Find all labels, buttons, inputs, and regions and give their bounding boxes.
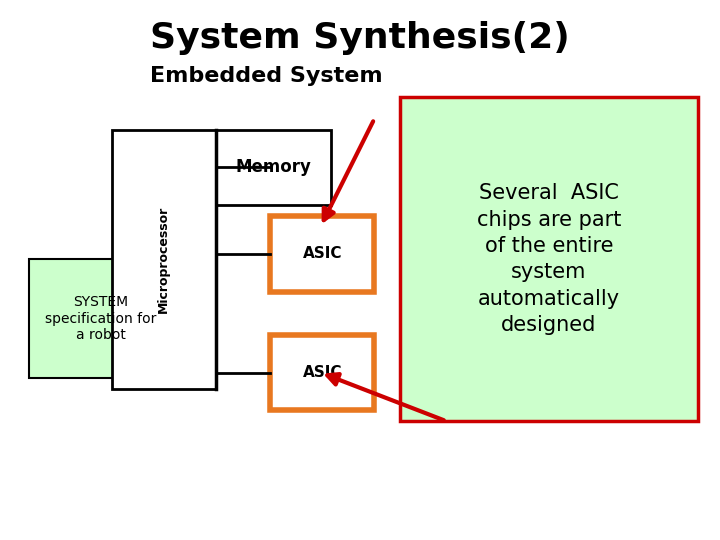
Text: SYSTEM
specification for
a robot: SYSTEM specification for a robot xyxy=(45,295,156,342)
Text: System Synthesis(2): System Synthesis(2) xyxy=(150,21,570,55)
Text: Microprocessor: Microprocessor xyxy=(157,206,171,313)
FancyBboxPatch shape xyxy=(270,335,374,410)
FancyBboxPatch shape xyxy=(400,97,698,421)
Text: Embedded System: Embedded System xyxy=(150,65,383,86)
FancyBboxPatch shape xyxy=(216,130,331,205)
FancyBboxPatch shape xyxy=(29,259,173,378)
FancyBboxPatch shape xyxy=(112,130,216,389)
Text: ASIC: ASIC xyxy=(302,246,342,261)
Text: Several  ASIC
chips are part
of the entire
system
automatically
designed: Several ASIC chips are part of the entir… xyxy=(477,183,621,335)
Text: Memory: Memory xyxy=(235,158,312,177)
FancyBboxPatch shape xyxy=(270,216,374,292)
Text: ASIC: ASIC xyxy=(302,365,342,380)
